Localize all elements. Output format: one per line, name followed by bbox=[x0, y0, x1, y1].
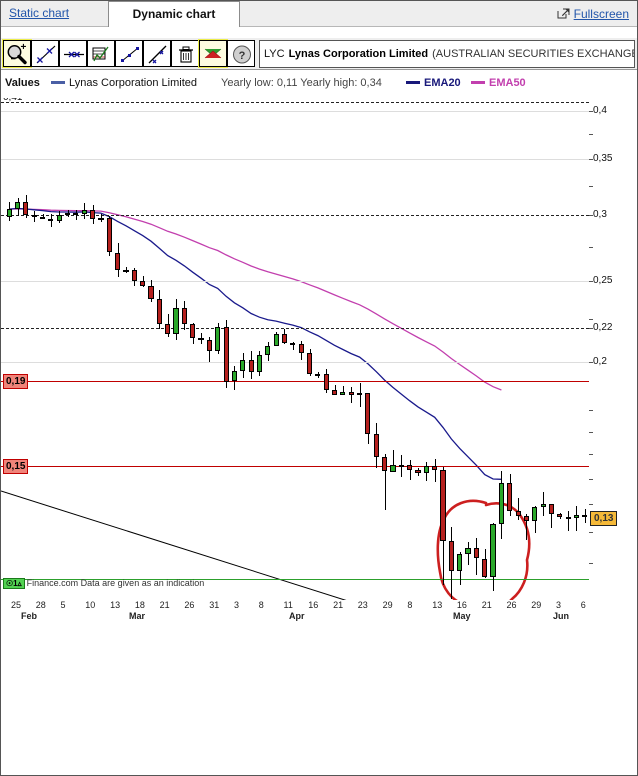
svg-text:?: ? bbox=[239, 50, 246, 62]
svg-text:+: + bbox=[21, 42, 27, 53]
